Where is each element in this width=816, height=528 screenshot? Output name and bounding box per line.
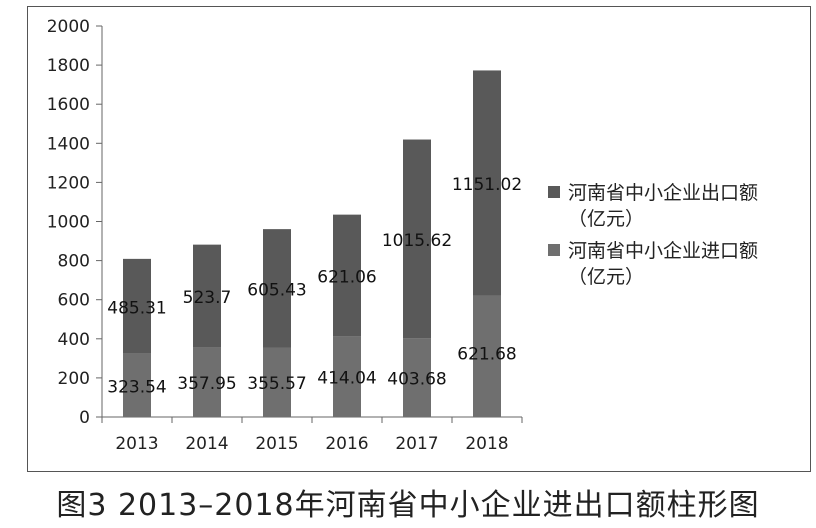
bar-export: [333, 214, 361, 337]
data-label-export: 605.43: [247, 280, 306, 300]
legend-unit-import: （亿元）: [568, 266, 645, 288]
bar-import: [193, 347, 221, 417]
bar-import: [403, 338, 431, 417]
legend-item-export: 河南省中小企业出口额 （亿元）: [548, 180, 808, 232]
data-label-export: 523.7: [183, 288, 232, 308]
data-label-import: 323.54: [107, 377, 166, 397]
bar-export: [193, 244, 221, 348]
y-tick-label: 600: [58, 291, 90, 311]
data-label-import: 357.95: [177, 374, 236, 394]
x-tick-label: 2015: [255, 434, 298, 454]
bar-import: [263, 347, 291, 417]
legend-swatch-export: [548, 186, 560, 198]
legend-label-export: 河南省中小企业出口额: [568, 182, 759, 204]
legend-swatch-import: [548, 244, 560, 256]
legend: 河南省中小企业出口额 （亿元） 河南省中小企业进口额 （亿元）: [548, 180, 808, 296]
bar-chart: 0 200 400 600 800 1000 1200 1400 1600 1800 2000 201…: [47, 17, 523, 454]
y-tick-label: 2000: [47, 17, 90, 37]
data-label-import: 414.04: [317, 369, 376, 389]
data-label-export: 621.06: [317, 267, 376, 287]
y-tick-label: 1800: [47, 56, 90, 76]
x-tick-label: 2017: [395, 434, 438, 454]
y-tick-label: 200: [58, 369, 90, 389]
bar-export: [123, 258, 151, 354]
y-tick-label: 1400: [47, 134, 90, 154]
y-tick-label: 1000: [47, 213, 90, 233]
bar-export: [403, 139, 431, 339]
y-tick-label: 1600: [47, 95, 90, 115]
data-label-export: 1015.62: [382, 231, 452, 251]
y-tick-label: 800: [58, 252, 90, 272]
y-tick-label: 0: [79, 408, 90, 428]
bar-export: [263, 229, 291, 348]
y-tick-label: 400: [58, 330, 90, 350]
y-tick-label: 1200: [47, 173, 90, 193]
data-label-import: 403.68: [387, 370, 446, 390]
x-tick-label: 2018: [465, 434, 508, 454]
data-label-export: 485.31: [107, 298, 166, 318]
legend-unit-export: （亿元）: [568, 208, 645, 230]
legend-label-import: 河南省中小企业进口额: [568, 240, 759, 262]
data-label-export: 1151.02: [452, 175, 522, 195]
legend-item-import: 河南省中小企业进口额 （亿元）: [548, 238, 808, 290]
bar-import: [123, 353, 151, 417]
data-label-import: 355.57: [247, 374, 306, 394]
bar-import: [473, 295, 501, 417]
bar-import: [333, 336, 361, 417]
x-tick-label: 2014: [185, 434, 228, 454]
data-label-import: 621.68: [457, 344, 516, 364]
bar-export: [473, 70, 501, 296]
x-tick-label: 2013: [115, 434, 158, 454]
x-tick-label: 2016: [325, 434, 368, 454]
figure-caption: 图3 2013–2018年河南省中小企业进出口额柱形图: [56, 488, 760, 523]
